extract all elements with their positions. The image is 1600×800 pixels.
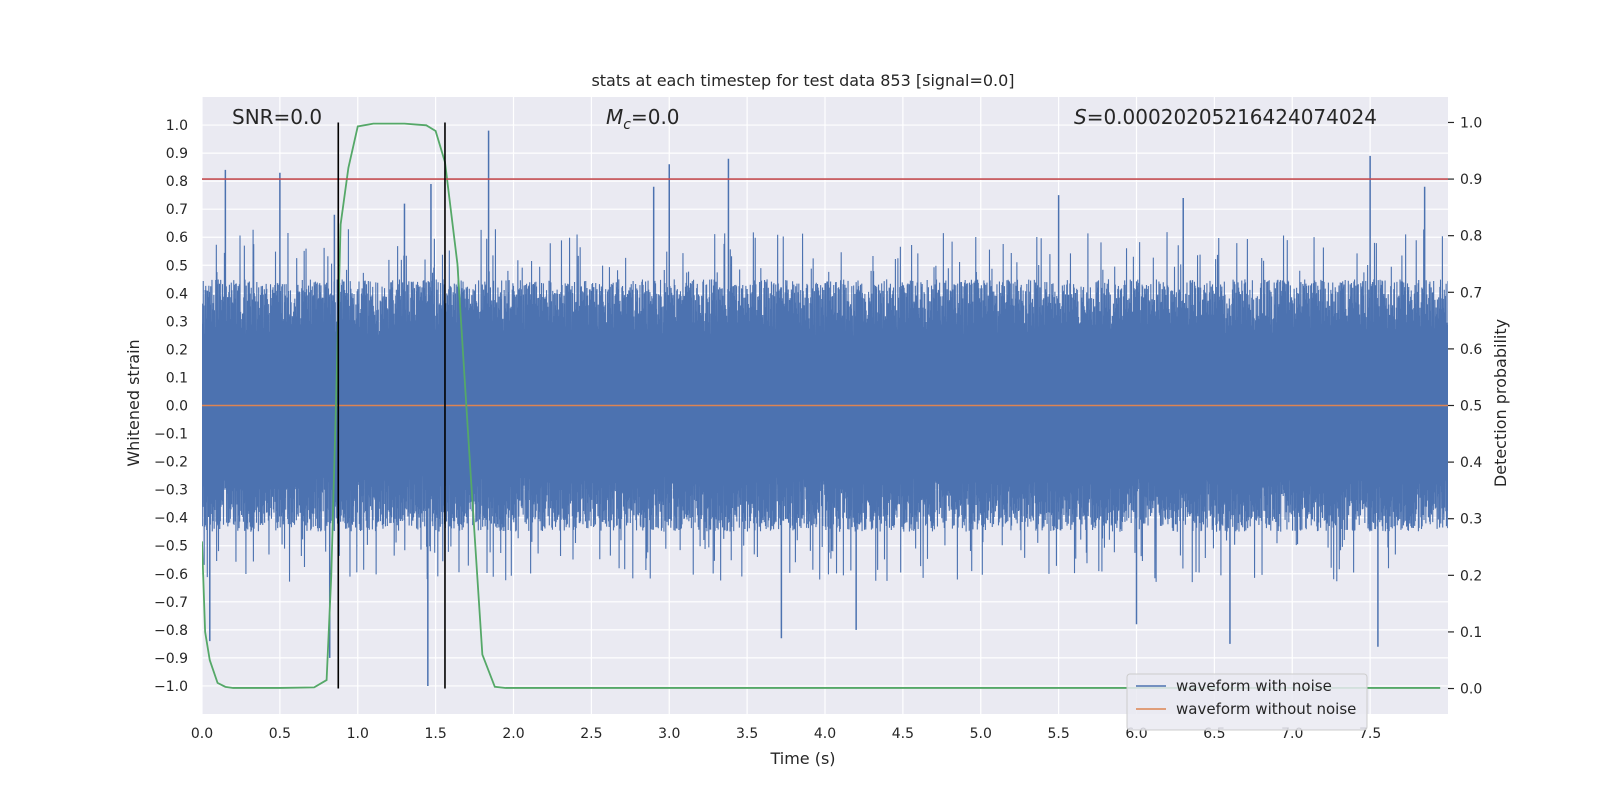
x-tick-label: 4.5 xyxy=(892,726,914,742)
y-tick-label: 0.1 xyxy=(166,370,188,386)
x-tick-label: 0.0 xyxy=(191,726,213,742)
legend-box xyxy=(1126,673,1368,731)
mc-annotation: Mc=0.0 xyxy=(606,105,680,133)
x-tick-label: 0.5 xyxy=(269,726,291,742)
x-axis-label: Time (s) xyxy=(769,749,835,768)
legend: waveform with noise waveform without noi… xyxy=(1126,673,1368,731)
mc-symbol: M xyxy=(606,105,623,129)
y-tick-label: −0.8 xyxy=(154,623,188,639)
y-tick-label: −1.0 xyxy=(154,679,188,695)
y-tick-label: 0.4 xyxy=(166,286,188,302)
y2-tick-label: 1.0 xyxy=(1460,115,1482,131)
detection-probability-path xyxy=(202,122,1441,689)
noise-waveform-path xyxy=(202,229,1448,583)
y2-tick-label: 0.1 xyxy=(1460,625,1482,641)
s-symbol: S xyxy=(1074,105,1087,129)
s-value: =0.00020205216424074024 xyxy=(1087,105,1377,129)
y-tick-label: −0.5 xyxy=(154,539,188,555)
y-tick-label: −0.2 xyxy=(154,455,188,471)
chart-title: stats at each timestep for test data 853… xyxy=(591,71,1014,90)
y-tick-label: 0.2 xyxy=(166,342,188,358)
snr-annotation: SNR=0.0 xyxy=(232,105,322,129)
y-tick-label: 0.8 xyxy=(166,174,188,190)
x-tick-label: 3.5 xyxy=(736,726,758,742)
y2-tick-label: 0.0 xyxy=(1460,682,1482,698)
y-tick-label: 1.0 xyxy=(166,118,188,134)
y-tick-label: −0.1 xyxy=(154,427,188,443)
legend-label-waveform-with-noise: waveform with noise xyxy=(1176,677,1332,695)
x-tick-label: 5.0 xyxy=(970,726,992,742)
y-tick-label: 0.0 xyxy=(166,399,188,415)
x-tick-label: 2.5 xyxy=(580,726,602,742)
x-tick-label: 2.0 xyxy=(502,726,524,742)
y2-tick-label: 0.9 xyxy=(1460,172,1482,188)
x-tick-label: 1.0 xyxy=(347,726,369,742)
y-tick-label: 0.9 xyxy=(166,146,188,162)
y2-tick-label: 0.5 xyxy=(1460,399,1482,415)
x-tick-label: 5.5 xyxy=(1047,726,1069,742)
vertical-marker-lines xyxy=(337,122,446,689)
y-axis-ticks: 1.0 0.9 0.8 0.7 0.6 0.5 0.4 0.3 0.2 0.1 0.0 −0.1 −0.… xyxy=(154,118,188,695)
y-tick-label: 0.3 xyxy=(166,314,188,330)
y2-axis-label: Detection probability xyxy=(1491,319,1510,487)
y-tick-label: −0.7 xyxy=(154,595,188,611)
s-annotation: S=0.00020205216424074024 xyxy=(1074,105,1377,129)
y2-tick-label: 0.2 xyxy=(1460,568,1482,584)
y-tick-label: 0.5 xyxy=(166,258,188,274)
y2-tick-label: 0.8 xyxy=(1460,229,1482,245)
x-tick-label: 4.0 xyxy=(814,726,836,742)
y2-tick-label: 0.6 xyxy=(1460,342,1482,358)
legend-label-waveform-without-noise: waveform without noise xyxy=(1176,700,1356,718)
y2-axis-ticks: 1.0 0.9 0.8 0.7 0.6 0.5 0.4 0.3 0.2 0.1 0.0 xyxy=(1448,115,1482,698)
series-detection-probability xyxy=(202,122,1441,689)
y-axis-label: Whitened strain xyxy=(124,339,143,466)
y2-tick-label: 0.3 xyxy=(1460,512,1482,528)
y2-tick-label: 0.4 xyxy=(1460,455,1482,471)
y2-tick-label: 0.7 xyxy=(1460,285,1482,301)
x-tick-label: 1.5 xyxy=(424,726,446,742)
y-tick-label: 0.6 xyxy=(166,230,188,246)
y-tick-label: −0.4 xyxy=(154,511,188,527)
mc-subscript: c xyxy=(623,117,631,133)
y-tick-label: 0.7 xyxy=(166,202,188,218)
x-tick-label: 3.0 xyxy=(658,726,680,742)
y-tick-label: −0.9 xyxy=(154,651,188,667)
mc-value: =0.0 xyxy=(631,105,680,129)
y-tick-label: −0.3 xyxy=(154,483,188,499)
y-tick-label: −0.6 xyxy=(154,567,188,583)
